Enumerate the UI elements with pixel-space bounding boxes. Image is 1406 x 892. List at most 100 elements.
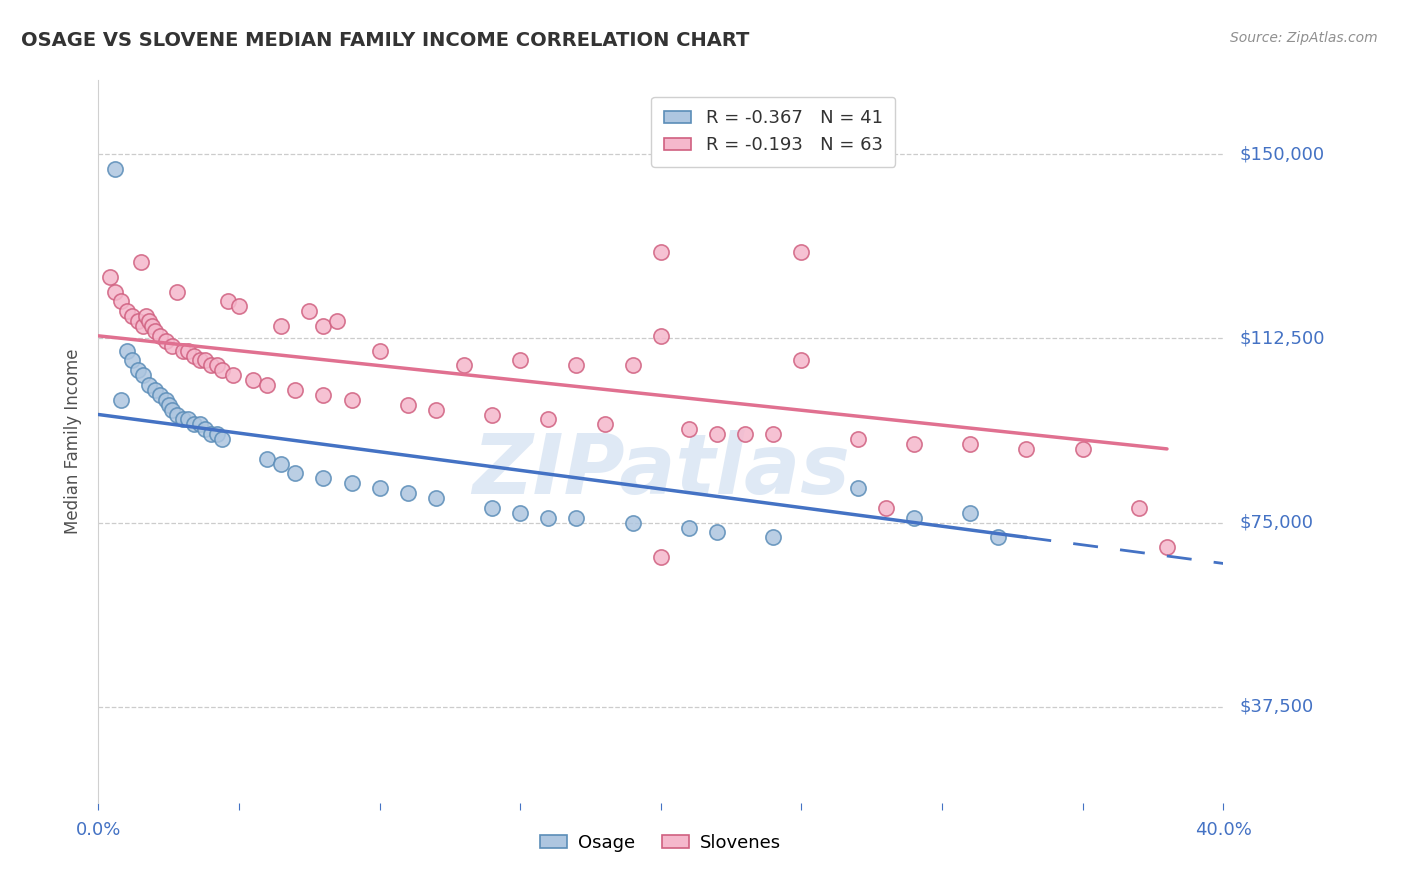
Point	[903, 437, 925, 451]
Point	[1156, 540, 1178, 554]
Point	[149, 329, 172, 343]
Point	[734, 427, 756, 442]
Point	[340, 476, 363, 491]
Point	[222, 368, 245, 383]
Point	[172, 412, 194, 426]
Point	[160, 402, 183, 417]
Point	[453, 359, 475, 373]
Point	[706, 427, 728, 442]
Point	[157, 398, 180, 412]
Point	[205, 359, 228, 373]
Point	[132, 319, 155, 334]
Point	[326, 314, 349, 328]
Point	[1015, 442, 1038, 456]
Point	[425, 402, 447, 417]
Point	[425, 491, 447, 505]
Point	[205, 427, 228, 442]
Point	[959, 506, 981, 520]
Point	[846, 481, 869, 495]
Point	[200, 427, 222, 442]
Point	[650, 549, 672, 564]
Point	[188, 417, 211, 432]
Point	[509, 506, 531, 520]
Point	[228, 299, 250, 313]
Point	[177, 412, 200, 426]
Text: ZIPatlas: ZIPatlas	[472, 430, 849, 511]
Point	[172, 343, 194, 358]
Point	[129, 255, 152, 269]
Point	[959, 437, 981, 451]
Point	[340, 392, 363, 407]
Point	[368, 343, 391, 358]
Point	[650, 245, 672, 260]
Point	[706, 525, 728, 540]
Point	[537, 510, 560, 524]
Point	[284, 467, 307, 481]
Point	[115, 304, 138, 318]
Point	[678, 422, 700, 436]
Point	[149, 388, 172, 402]
Point	[270, 457, 292, 471]
Point	[312, 471, 335, 485]
Text: Source: ZipAtlas.com: Source: ZipAtlas.com	[1230, 31, 1378, 45]
Point	[650, 329, 672, 343]
Point	[312, 388, 335, 402]
Point	[194, 422, 217, 436]
Point	[621, 359, 644, 373]
Point	[115, 343, 138, 358]
Point	[509, 353, 531, 368]
Point	[141, 319, 163, 334]
Point	[256, 378, 278, 392]
Point	[177, 343, 200, 358]
Point	[200, 359, 222, 373]
Point	[565, 359, 588, 373]
Point	[110, 294, 132, 309]
Point	[1128, 500, 1150, 515]
Point	[987, 530, 1010, 544]
Point	[110, 392, 132, 407]
Point	[875, 500, 897, 515]
Point	[155, 334, 177, 348]
Point	[678, 520, 700, 534]
Point	[135, 309, 157, 323]
Text: $150,000: $150,000	[1240, 145, 1324, 163]
Point	[194, 353, 217, 368]
Point	[121, 353, 143, 368]
Point	[537, 412, 560, 426]
Point	[312, 319, 335, 334]
Point	[481, 500, 503, 515]
Point	[593, 417, 616, 432]
Point	[396, 398, 419, 412]
Point	[211, 432, 233, 446]
Point	[256, 451, 278, 466]
Point	[127, 363, 149, 377]
Text: $37,500: $37,500	[1240, 698, 1315, 716]
Text: OSAGE VS SLOVENE MEDIAN FAMILY INCOME CORRELATION CHART: OSAGE VS SLOVENE MEDIAN FAMILY INCOME CO…	[21, 31, 749, 50]
Point	[98, 269, 121, 284]
Point	[104, 161, 127, 176]
Point	[846, 432, 869, 446]
Point	[790, 353, 813, 368]
Point	[155, 392, 177, 407]
Point	[166, 285, 188, 299]
Point	[396, 486, 419, 500]
Point	[166, 408, 188, 422]
Point	[183, 417, 205, 432]
Point	[284, 383, 307, 397]
Point	[903, 510, 925, 524]
Point	[270, 319, 292, 334]
Point	[621, 516, 644, 530]
Point	[143, 324, 166, 338]
Point	[183, 349, 205, 363]
Point	[211, 363, 233, 377]
Y-axis label: Median Family Income: Median Family Income	[65, 349, 83, 534]
Point	[1071, 442, 1094, 456]
Point	[138, 378, 160, 392]
Point	[298, 304, 321, 318]
Point	[188, 353, 211, 368]
Legend: Osage, Slovenes: Osage, Slovenes	[533, 826, 789, 859]
Point	[242, 373, 264, 387]
Point	[217, 294, 239, 309]
Point	[143, 383, 166, 397]
Point	[762, 530, 785, 544]
